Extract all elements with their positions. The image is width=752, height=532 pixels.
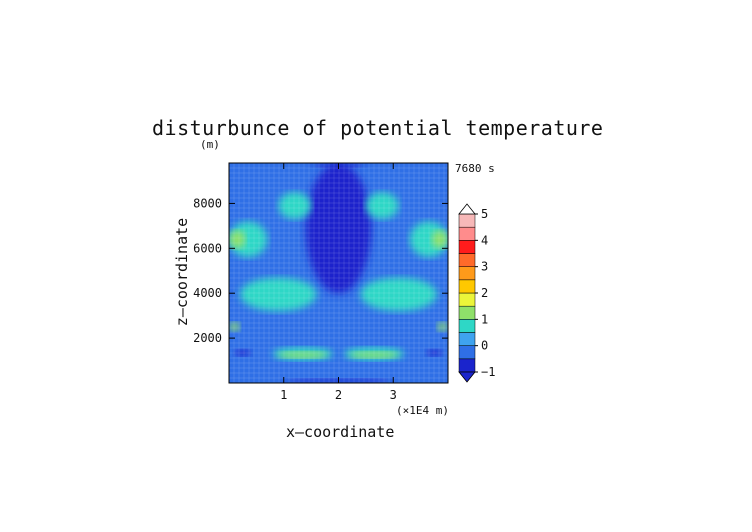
colorbar-segment [458, 266, 476, 281]
x-tick-label: 1 [280, 388, 287, 402]
colorbar-segment [458, 226, 476, 241]
colorbar-extend-min [458, 371, 476, 383]
colorbar-tick-label: 1 [481, 312, 488, 326]
axes: 1 2 3 2000 4000 6000 8000 [193, 163, 448, 402]
x-tick-label: 3 [390, 388, 397, 402]
heatmap-region [365, 192, 399, 220]
colorbar-tick-label: 4 [481, 233, 488, 247]
heatmap-region [409, 221, 448, 258]
colorbar-tick-label: 2 [481, 286, 488, 300]
heatmap-region [239, 277, 317, 312]
colorbar-segment [458, 279, 476, 294]
heatmap-region [278, 192, 312, 220]
heatmap-region [278, 351, 328, 359]
grid-lines [229, 163, 448, 383]
heatmap-region [229, 322, 240, 332]
heatmap-region [349, 351, 399, 359]
colorbar-segment [458, 213, 476, 228]
heatmap-region [360, 277, 438, 312]
x-tick-label: 2 [335, 388, 342, 402]
y-tick-label: 8000 [193, 196, 222, 210]
colorbar-segment [458, 332, 476, 346]
colorbar-tick-label: 5 [481, 207, 488, 221]
heatmap-region [437, 322, 448, 332]
y-tick-label: 4000 [193, 286, 222, 300]
colorbar-tick-label: −1 [481, 365, 495, 379]
colorbar-segment [458, 253, 476, 267]
heatmap-region [229, 221, 268, 258]
heatmap-region [229, 230, 246, 249]
heatmap-region [426, 349, 443, 357]
colorbar-tick-label: 0 [481, 339, 488, 353]
time-label: 7680 s [455, 162, 495, 175]
colorbar-segment [458, 358, 476, 373]
colorbar-extend-max [458, 203, 476, 215]
y-tick-label: 6000 [193, 241, 222, 255]
heatmap-field [229, 163, 448, 383]
y-tick-label: 2000 [193, 331, 222, 345]
y-unit-label: (m) [200, 138, 220, 151]
colorbar-segment [458, 292, 476, 307]
colorbar-segment [458, 305, 476, 320]
x-axis-label: x—coordinate [286, 423, 395, 441]
chart-title: disturbunce of potential temperature [152, 116, 604, 140]
colorbar-segment [458, 345, 476, 360]
heatmap-region [234, 349, 251, 357]
colorbar-segment [458, 319, 476, 333]
colorbar: −1 0 1 2 3 4 5 [458, 203, 495, 383]
heatmap-region [431, 230, 448, 249]
x-unit-label: (×1E4 m) [396, 404, 449, 417]
colorbar-segment [458, 240, 476, 254]
heatmap-region [305, 163, 372, 294]
colorbar-tick-label: 3 [481, 260, 488, 274]
